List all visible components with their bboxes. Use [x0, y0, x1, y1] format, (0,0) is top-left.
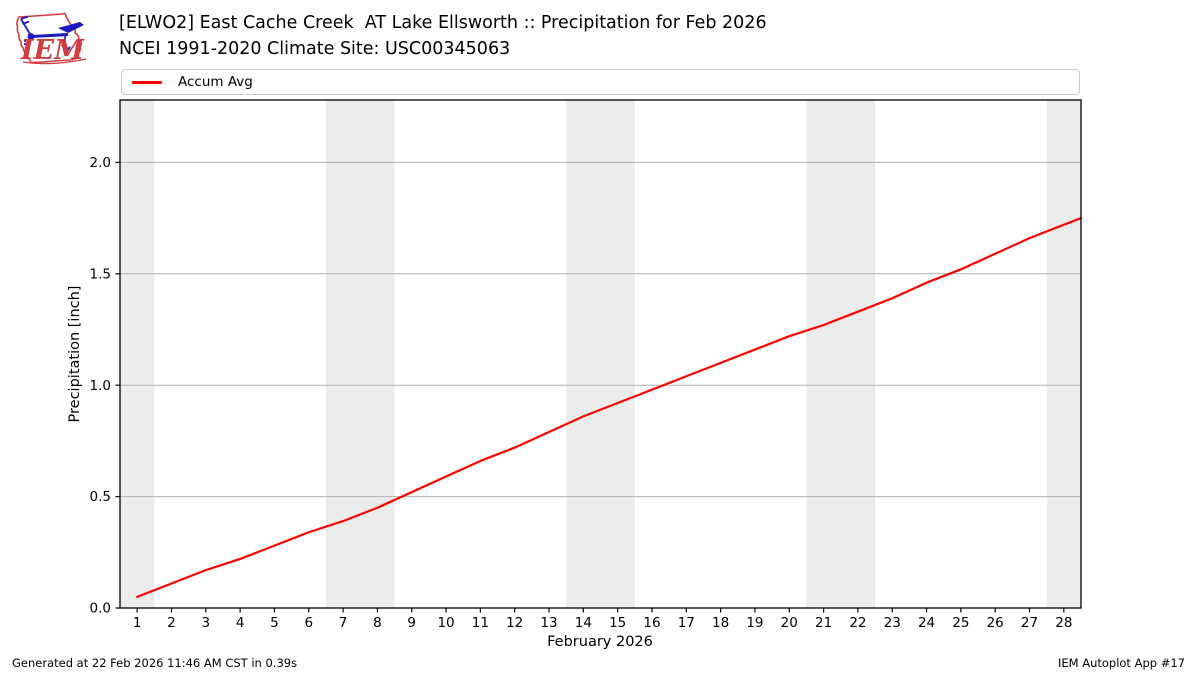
x-tick-label: 6	[304, 615, 313, 631]
x-tick-label: 19	[746, 615, 763, 631]
footer-generated-at: Generated at 22 Feb 2026 11:46 AM CST in…	[12, 656, 298, 670]
accum-avg-line	[136, 216, 1083, 598]
x-tick-label: 20	[781, 615, 798, 631]
series-line-accum-avg	[136, 216, 1083, 598]
x-tick-label: 12	[506, 615, 523, 631]
x-tick-label: 21	[815, 615, 832, 631]
weekend-band	[806, 100, 876, 608]
x-tick-label: 9	[407, 615, 416, 631]
y-tick-label: 1.5	[90, 266, 111, 282]
x-tick-label: 15	[609, 615, 626, 631]
x-tick-label: 5	[270, 615, 279, 631]
x-tick-label: 18	[712, 615, 729, 631]
x-tick-label: 7	[339, 615, 348, 631]
x-axis-label: February 2026	[547, 634, 653, 650]
weekend-shading	[120, 100, 1081, 608]
y-axis-label: Precipitation [inch]	[67, 285, 83, 423]
x-tick-label: 22	[849, 615, 866, 631]
x-tick-label: 1	[133, 615, 142, 631]
weekend-band	[120, 100, 155, 608]
y-tick-label: 0.5	[90, 489, 111, 505]
y-tick-label: 0.0	[90, 601, 111, 617]
x-tick-label: 23	[884, 615, 901, 631]
x-tick-label: 16	[643, 615, 660, 631]
x-tick-label: 13	[540, 615, 557, 631]
x-tick-label: 17	[678, 615, 695, 631]
x-tick-label: 8	[373, 615, 382, 631]
x-tick-label: 4	[236, 615, 245, 631]
weekend-band	[325, 100, 395, 608]
legend-line-accum-avg	[132, 80, 162, 84]
weekend-band	[1046, 100, 1081, 608]
chart-title: [ELWO2] East Cache Creek AT Lake Ellswor…	[119, 13, 767, 33]
plot-frame	[119, 99, 1082, 609]
x-tick-label: 27	[1021, 615, 1038, 631]
chart-subtitle: NCEI 1991-2020 Climate Site: USC00345063	[119, 39, 511, 59]
y-tick-label: 1.0	[90, 378, 111, 394]
legend-label: Accum Avg	[178, 74, 253, 90]
x-tick-label: 10	[437, 615, 454, 631]
iem-logo: IEM	[16, 12, 87, 66]
x-tick-label: 2	[167, 615, 176, 631]
y-tick-label: 2.0	[90, 155, 111, 171]
gridlines	[120, 161, 1081, 498]
x-tick-label: 14	[575, 615, 592, 631]
title-block: [ELWO2] East Cache Creek AT Lake Ellswor…	[119, 10, 767, 62]
x-tick-label: 11	[472, 615, 489, 631]
x-tick-label: 24	[918, 615, 935, 631]
footer-app-id: IEM Autoplot App #17	[1057, 656, 1185, 670]
x-axis-ticks: 1 2 3 4 5 6 7 8 9 10 11 12 13 14 15 16 17 18 19 20 21 22 23 24 2…	[133, 608, 1072, 631]
y-axis-ticks: 0.0 0.5 1.0 1.5 2.0	[90, 155, 120, 617]
x-tick-label: 26	[987, 615, 1004, 631]
x-tick-label: 28	[1055, 615, 1072, 631]
x-tick-label: 3	[202, 615, 211, 631]
weekend-band	[566, 100, 635, 608]
legend: Accum Avg	[121, 69, 1080, 95]
weather-vane-icon	[20, 15, 84, 51]
x-tick-label: 25	[952, 615, 969, 631]
